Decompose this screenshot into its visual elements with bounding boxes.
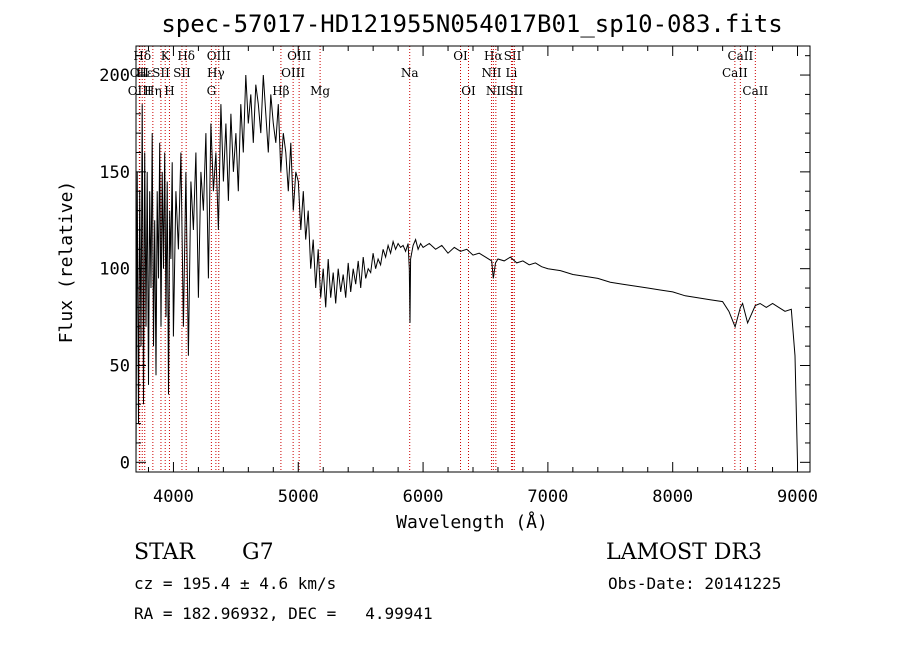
spectral-line-label: Na bbox=[401, 66, 419, 80]
y-tick-label: 200 bbox=[99, 66, 130, 86]
spectral-line-label: Li bbox=[506, 66, 518, 80]
spectral-line-label: OIII bbox=[128, 84, 152, 98]
y-tick-label: 0 bbox=[120, 453, 130, 473]
x-tick-label: 6000 bbox=[403, 487, 444, 507]
spectral-line-label: NII bbox=[481, 66, 501, 80]
y-axis-label: Flux (relative) bbox=[56, 181, 77, 344]
spectral-line-label: Hδ bbox=[177, 49, 195, 63]
x-tick-label: 4000 bbox=[153, 487, 194, 507]
flux-series-line bbox=[135, 74, 798, 463]
spectral-line-label: OIII bbox=[287, 49, 311, 63]
spectral-line-label: SII bbox=[173, 66, 191, 80]
y-tick-label: 50 bbox=[110, 357, 130, 377]
spectral-line-label: SII bbox=[152, 66, 170, 80]
spectral-line-label: Mg bbox=[310, 84, 330, 98]
x-axis-label: Wavelength (Å) bbox=[396, 511, 548, 533]
x-tick-label: 9000 bbox=[777, 487, 818, 507]
spectral-line-label: OIII bbox=[281, 66, 305, 80]
plot-frame bbox=[135, 45, 811, 473]
sky-coordinates: RA = 182.96932, DEC = 4.99941 bbox=[134, 604, 433, 623]
spectral-line-label: Hε bbox=[136, 66, 153, 80]
spectral-line-label: Hβ bbox=[272, 84, 289, 98]
spectral-line-label: SII bbox=[504, 49, 522, 63]
spectral-line-label: K bbox=[161, 49, 171, 63]
spectral-line-label: OI bbox=[461, 84, 476, 98]
spectral-line-label: Hγ bbox=[207, 66, 225, 80]
spectral-line-label: SII bbox=[505, 84, 523, 98]
x-tick-label: 8000 bbox=[652, 487, 693, 507]
spectral-line-label: Hα bbox=[484, 49, 503, 63]
spectral-line-label: CaII bbox=[742, 84, 768, 98]
spectral-line-label: NII bbox=[486, 84, 506, 98]
y-tick-label: 100 bbox=[99, 260, 130, 280]
redshift-velocity: cz = 195.4 ± 4.6 km/s bbox=[134, 574, 337, 593]
chart-title: spec-57017-HD121955N054017B01_sp10-083.f… bbox=[161, 10, 782, 38]
spectral-line-label: G bbox=[207, 84, 217, 98]
spectral-line-label: CaII bbox=[727, 49, 753, 63]
y-tick-label: 150 bbox=[99, 163, 130, 183]
spectral-line-label: Hδ bbox=[133, 49, 151, 63]
spectral-line-label: CaII bbox=[722, 66, 748, 80]
survey-name: LAMOST DR3 bbox=[606, 540, 762, 565]
x-tick-label: 5000 bbox=[278, 487, 319, 507]
spectral-line-label: H bbox=[164, 84, 174, 98]
axis-ticks: 4000 5000 6000 7000 8000 9000 0 50 100 150 200 bbox=[99, 46, 818, 507]
spectral-line-label: OI bbox=[453, 49, 468, 63]
observation-date: Obs-Date: 20141225 bbox=[608, 574, 782, 593]
spectral-line-label: Hη bbox=[144, 84, 162, 98]
object-subclass: G7 bbox=[242, 540, 274, 565]
x-tick-label: 7000 bbox=[527, 487, 568, 507]
spectral-line-label: OIII bbox=[207, 49, 231, 63]
object-class: STAR bbox=[134, 540, 195, 565]
